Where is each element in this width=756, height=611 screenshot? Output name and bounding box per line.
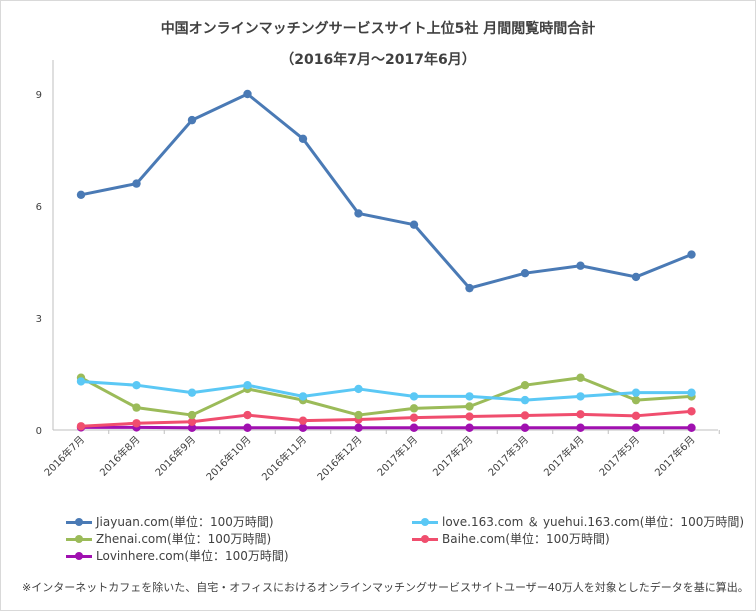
data-point bbox=[576, 410, 585, 419]
x-tick-label: 2017年5月 bbox=[596, 433, 642, 479]
legend-item-baihe: Baihe.com(単位：100万時間) bbox=[412, 530, 610, 547]
data-point bbox=[132, 403, 141, 412]
series-0 bbox=[76, 89, 696, 293]
x-tick-label: 2017年4月 bbox=[541, 433, 587, 479]
data-point bbox=[465, 392, 474, 401]
x-tick-label: 2016年10月 bbox=[203, 433, 253, 483]
legend-swatch-jiayuan bbox=[66, 517, 92, 527]
chart-title: 中国オンラインマッチングサービスサイト上位5社 月間閲覧時間合計 bbox=[160, 21, 596, 37]
x-tick-label: 2016年11月 bbox=[259, 433, 309, 483]
data-point bbox=[409, 220, 419, 229]
x-tick-label: 2016年7月 bbox=[41, 433, 87, 479]
data-point bbox=[132, 179, 141, 188]
y-tick-label: 6 bbox=[36, 202, 42, 213]
legend-label-love163: love.163.com ＆ yuehui.163.com(単位：100万時間) bbox=[442, 515, 745, 529]
data-point bbox=[465, 423, 474, 432]
data-point bbox=[631, 272, 641, 282]
series-line bbox=[79, 409, 693, 428]
series-line bbox=[79, 376, 693, 417]
data-point bbox=[243, 410, 252, 420]
series-layer bbox=[76, 89, 696, 432]
series-line bbox=[79, 92, 693, 290]
data-point bbox=[76, 377, 86, 386]
data-point bbox=[687, 388, 696, 397]
data-point bbox=[298, 416, 308, 425]
data-point bbox=[132, 381, 141, 390]
legend-swatch-baihe bbox=[412, 534, 438, 544]
data-point bbox=[187, 115, 197, 125]
data-point bbox=[187, 417, 197, 426]
legend-label-lovinhere: Lovinhere.com(単位：100万時間) bbox=[96, 549, 289, 563]
series-2 bbox=[76, 373, 696, 420]
y-tick-label: 0 bbox=[36, 426, 42, 437]
series-1 bbox=[76, 377, 696, 405]
data-point bbox=[354, 384, 363, 394]
data-point bbox=[243, 423, 252, 432]
data-point bbox=[520, 411, 530, 420]
legend-item-jiayuan: Jiayuan.com(単位：100万時間) bbox=[66, 513, 274, 530]
data-point bbox=[409, 404, 419, 413]
legend-item-lovinhere: Lovinhere.com(単位：100万時間) bbox=[66, 547, 289, 564]
data-point bbox=[465, 412, 474, 421]
data-point bbox=[687, 250, 696, 259]
data-point bbox=[576, 261, 585, 270]
data-point bbox=[298, 134, 308, 143]
footnote: ※インターネットカフェを除いた、自宅・オフィスにおけるオンラインマッチングサービ… bbox=[22, 581, 749, 594]
data-point bbox=[187, 388, 197, 397]
data-point bbox=[298, 392, 308, 401]
x-tick-label: 2016年9月 bbox=[152, 433, 198, 479]
data-point bbox=[354, 423, 363, 432]
data-point bbox=[576, 373, 585, 382]
data-point bbox=[576, 392, 585, 401]
chart-subtitle: （2016年7月～2017年6月） bbox=[280, 52, 476, 68]
data-point bbox=[520, 423, 530, 432]
data-point bbox=[520, 381, 530, 390]
data-point bbox=[465, 283, 474, 293]
data-point bbox=[687, 423, 696, 432]
legend-swatch-lovinhere bbox=[66, 551, 92, 561]
data-point bbox=[187, 423, 197, 432]
data-point bbox=[409, 392, 419, 401]
data-point bbox=[243, 381, 252, 390]
legend-label-jiayuan: Jiayuan.com(単位：100万時間) bbox=[96, 515, 274, 529]
series-3 bbox=[76, 407, 696, 431]
legend-swatch-zhenai bbox=[66, 534, 92, 544]
data-point bbox=[132, 419, 141, 428]
y-tick-label: 3 bbox=[36, 314, 42, 325]
y-tick-label: 9 bbox=[36, 90, 42, 101]
x-tick-label: 2016年8月 bbox=[97, 433, 143, 479]
data-point bbox=[520, 395, 530, 405]
data-point bbox=[76, 190, 86, 199]
legend-item-love163: love.163.com ＆ yuehui.163.com(単位：100万時間) bbox=[412, 513, 744, 530]
data-point bbox=[76, 422, 86, 431]
data-point bbox=[631, 423, 641, 432]
data-point bbox=[409, 423, 419, 432]
x-tick-label: 2017年6月 bbox=[652, 433, 698, 479]
data-point bbox=[354, 410, 363, 420]
data-point bbox=[631, 388, 641, 397]
legend-label-baihe: Baihe.com(単位：100万時間) bbox=[442, 532, 610, 546]
data-point bbox=[409, 413, 419, 422]
x-tick-label: 2017年2月 bbox=[430, 433, 476, 479]
data-point bbox=[631, 411, 641, 421]
legend-label-zhenai: Zhenai.com(単位：100万時間) bbox=[96, 532, 272, 546]
legend-item-zhenai: Zhenai.com(単位：100万時間) bbox=[66, 530, 271, 547]
x-tick-label: 2016年12月 bbox=[314, 433, 364, 483]
x-tick-label: 2017年1月 bbox=[374, 433, 420, 479]
x-tick-label: 2017年3月 bbox=[485, 433, 531, 479]
data-point bbox=[576, 423, 585, 432]
data-point bbox=[354, 209, 363, 218]
data-point bbox=[298, 423, 308, 432]
legend-swatch-love163 bbox=[412, 517, 438, 527]
series-line bbox=[79, 379, 693, 402]
data-point bbox=[187, 410, 197, 420]
data-point bbox=[465, 402, 474, 411]
data-point bbox=[631, 395, 641, 405]
data-point bbox=[520, 269, 530, 278]
data-point bbox=[687, 407, 696, 416]
data-point bbox=[243, 89, 252, 99]
